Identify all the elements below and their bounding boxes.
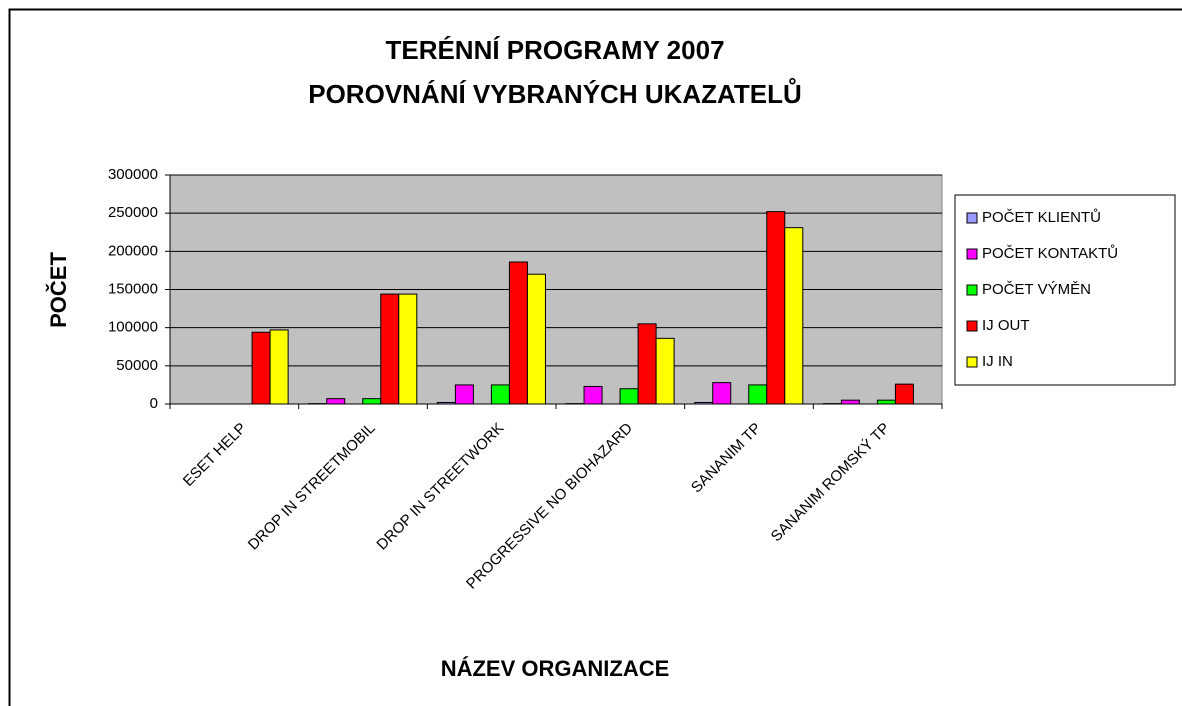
- x-axis-title: NÁZEV ORGANIZACE: [441, 656, 670, 681]
- legend-swatch: [966, 320, 978, 332]
- legend-swatch: [966, 212, 978, 224]
- bar: [619, 388, 639, 405]
- bar: [694, 401, 714, 405]
- chart-title: TERÉNNÍ PROGRAMY 2007: [385, 35, 724, 65]
- bar: [269, 329, 289, 405]
- bar: [251, 331, 271, 405]
- bar: [637, 323, 657, 405]
- bar: [784, 227, 804, 405]
- legend-label: POČET KLIENTŮ: [982, 208, 1101, 226]
- bar: [526, 273, 546, 405]
- bar: [436, 401, 456, 405]
- y-tick-label: 100000: [108, 319, 158, 336]
- bar: [876, 399, 896, 405]
- legend-swatch: [966, 284, 978, 296]
- y-tick-label: 250000: [108, 204, 158, 221]
- y-axis-title: POČET: [46, 252, 71, 328]
- legend-label: POČET KONTAKTŮ: [982, 244, 1118, 262]
- legend-box: [954, 194, 1176, 386]
- y-tick-label: 0: [150, 395, 158, 412]
- bar: [712, 382, 732, 405]
- bar: [454, 384, 474, 405]
- legend-label: POČET VÝMĚN: [982, 281, 1091, 298]
- bar: [362, 398, 382, 405]
- legend-swatch: [966, 248, 978, 260]
- legend-swatch: [966, 356, 978, 368]
- y-tick-label: 200000: [108, 242, 158, 259]
- bar: [326, 398, 346, 405]
- legend-label: IJ IN: [982, 353, 1013, 370]
- legend-label: IJ OUT: [982, 317, 1030, 334]
- bar: [583, 385, 603, 405]
- bar: [508, 261, 528, 405]
- bar: [398, 293, 418, 405]
- bar: [380, 293, 400, 405]
- chart-subtitle: POROVNÁNÍ VYBRANÝCH UKAZATELŮ: [308, 77, 802, 109]
- bar: [840, 399, 860, 405]
- bar: [766, 211, 786, 405]
- y-tick-label: 50000: [116, 357, 158, 374]
- bar: [490, 384, 510, 405]
- bar: [655, 337, 675, 405]
- bar: [748, 384, 768, 405]
- bar: [894, 383, 914, 405]
- y-tick-label: 300000: [108, 166, 158, 183]
- y-tick-label: 150000: [108, 280, 158, 297]
